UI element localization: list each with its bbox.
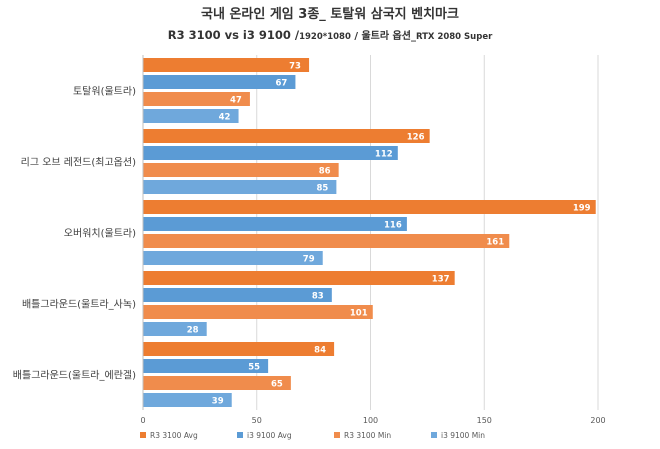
x-tick-label: 200 (590, 416, 605, 425)
bar (143, 180, 337, 194)
data-label: 28 (187, 326, 199, 336)
legend-label: R3 3100 Min (344, 431, 391, 440)
legend-swatch (431, 432, 437, 438)
legend-swatch (237, 432, 243, 438)
chart-subtitle: R3 3100 vs i3 9100 /1920*1080 / 울트라 옵션_R… (168, 28, 493, 42)
bar (143, 342, 335, 356)
bar (143, 75, 296, 89)
data-label: 112 (375, 150, 393, 160)
bar (143, 393, 232, 407)
data-label: 86 (319, 167, 331, 177)
subtitle-part-gpu: RTX 2080 Super (416, 32, 493, 42)
data-label: 67 (276, 79, 288, 89)
category-label: 오버워치(울트라) (64, 227, 136, 240)
category-label: 배틀그라운드(울트라_사녹) (22, 299, 136, 311)
bar (143, 163, 339, 177)
legend-label: R3 3100 Avg (150, 431, 198, 440)
data-label: 84 (314, 346, 326, 356)
data-label: 85 (316, 184, 328, 194)
chart-title: 국내 온라인 게임 3종_ 토탈워 삼국지 벤치마크 (201, 6, 459, 22)
data-label: 42 (219, 113, 231, 123)
data-label: 39 (212, 397, 224, 407)
subtitle-part-cpus: R3 3100 vs i3 9100 / (168, 28, 300, 42)
bar (143, 376, 291, 390)
bar (143, 251, 323, 265)
bar (143, 217, 407, 231)
x-tick-label: 100 (363, 416, 378, 425)
bar (143, 359, 269, 373)
bar (143, 234, 510, 248)
bar (143, 305, 373, 319)
bar (143, 200, 596, 214)
bar (143, 129, 430, 143)
data-label: 101 (350, 309, 368, 319)
x-tick-label: 50 (252, 416, 262, 425)
bar (143, 146, 398, 160)
bar (143, 109, 239, 123)
x-tick-label: 0 (140, 416, 145, 425)
data-label: 79 (303, 255, 315, 265)
x-tick-label: 150 (477, 416, 492, 425)
data-label: 83 (312, 292, 324, 302)
data-label: 126 (407, 133, 425, 143)
legend-swatch (140, 432, 146, 438)
bar (143, 322, 207, 336)
data-label: 199 (573, 204, 591, 214)
data-label: 47 (230, 96, 242, 106)
bar (143, 58, 310, 72)
data-label: 73 (289, 62, 301, 72)
bar (143, 271, 455, 285)
data-label: 55 (248, 363, 260, 373)
data-label: 116 (384, 221, 402, 231)
category-label: 토탈워(울트라) (73, 85, 136, 98)
data-label: 161 (486, 238, 504, 248)
category-label: 배틀그라운드(울트라_에란겔) (13, 370, 136, 382)
legend-label: i3 9100 Avg (247, 431, 292, 440)
legend-swatch (334, 432, 340, 438)
data-label: 65 (271, 380, 283, 390)
bar (143, 92, 250, 106)
category-label: 리그 오브 레전드(최고옵션) (21, 157, 136, 169)
subtitle-part-resolution: 1920*1080 (299, 32, 351, 42)
data-label: 137 (432, 275, 450, 285)
bar (143, 288, 332, 302)
legend-label: i3 9100 Min (441, 431, 485, 440)
subtitle-part-option: / 울트라 옵션_ (351, 29, 416, 42)
